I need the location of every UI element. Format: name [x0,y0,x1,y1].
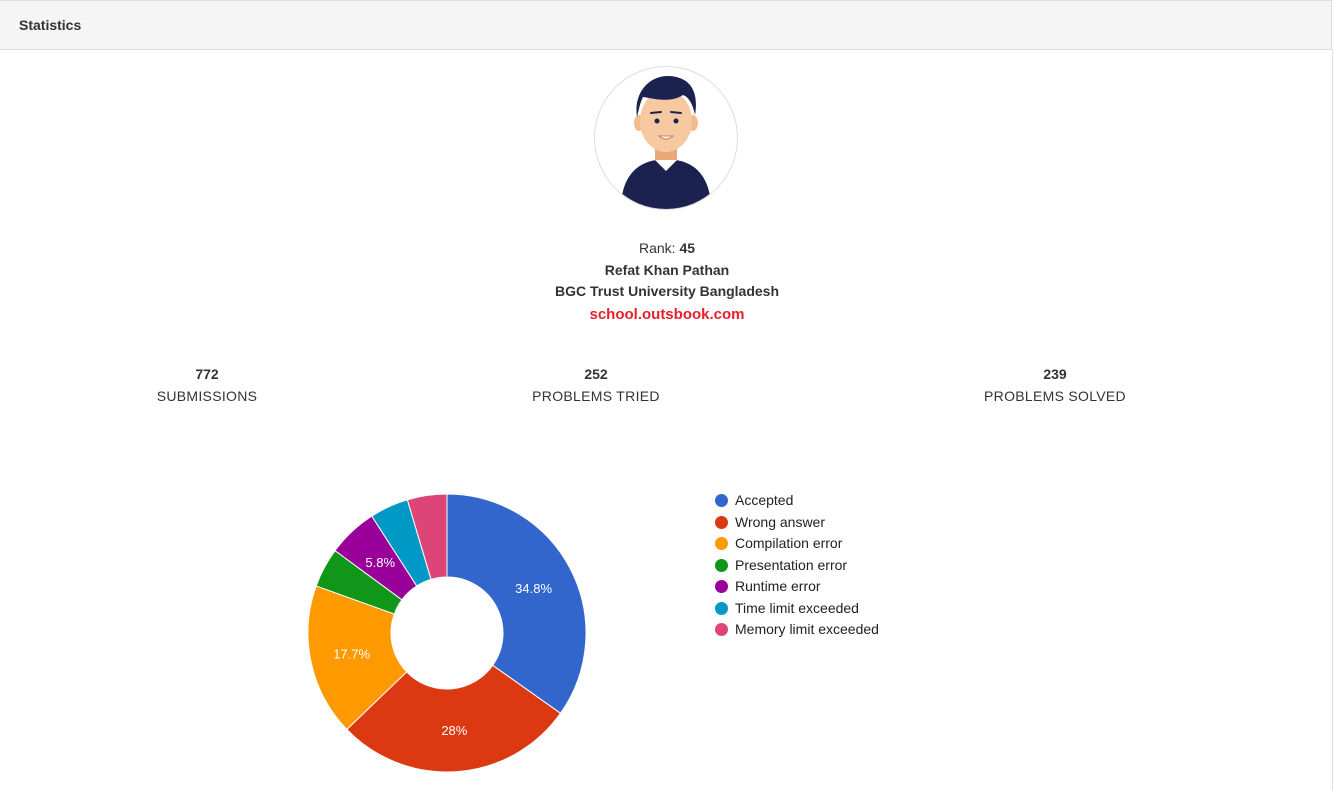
legend-item[interactable]: Time limit exceeded [715,598,879,620]
legend-dot-icon [715,580,728,594]
slice-accepted[interactable] [446,493,587,714]
rank-label: Rank: [638,240,676,256]
stat-problems-solved: 239 PROBLEMS SOLVED [905,366,1205,404]
user-university: BGC Trust University Bangladesh [554,283,780,299]
legend-label: Presentation error [735,556,848,573]
legend-dot-icon [715,558,728,572]
stat-submissions: 772 SUBMISSIONS [57,366,357,404]
legend-item[interactable]: Memory limit exceeded [715,619,879,641]
avatar [594,66,738,210]
legend-label: Memory limit exceeded [735,621,879,637]
slice-wrong-answer[interactable] [346,664,562,773]
legend-label: Accepted [735,492,794,508]
stat-label: PROBLEMS SOLVED [984,388,1126,404]
slice-label: 5.8% [365,555,395,570]
stat-label: PROBLEMS TRIED [532,388,660,404]
slice-label: 34.8% [515,581,552,596]
user-avatar-icon [621,75,711,209]
legend-item[interactable]: Runtime error [715,576,879,598]
slice-label: 28% [441,723,467,738]
watermark: school.outsbook.com [589,305,745,323]
panel-border [1332,50,1333,790]
rank-line: Rank: 45 [0,238,1334,260]
stat-value: 239 [1043,366,1067,382]
legend-dot-icon [715,601,728,615]
legend-label: Runtime error [735,578,821,594]
stat-label: SUBMISSIONS [156,388,258,404]
statistics-panel-header: Statistics [0,0,1332,50]
submission-verdict-donut-chart: 34.8% 28% 17.7% 5.8% [307,493,587,773]
chart-legend: Accepted Wrong answer Compilation error Pre… [715,490,879,641]
stat-problems-tried: 252 PROBLEMS TRIED [446,366,746,404]
rank-value: 45 [679,240,696,256]
legend-label: Time limit exceeded [735,599,859,616]
user-name: Refat Khan Pathan [604,261,730,278]
slice-label: 17.7% [333,646,370,661]
legend-dot-icon [715,537,728,551]
panel-title: Statistics [19,17,82,33]
legend-item[interactable]: Compilation error [715,533,879,555]
legend-label: Compilation error [735,535,843,551]
slice-memory-limit-exceeded[interactable] [406,493,448,580]
legend-dot-icon [715,494,728,508]
stat-value: 772 [195,366,219,382]
legend-dot-icon [715,623,728,637]
legend-item[interactable]: Wrong answer [715,512,879,534]
legend-dot-icon [715,515,728,529]
legend-item[interactable]: Accepted [715,490,879,512]
slice-compilation-error[interactable] [307,585,408,731]
stat-value: 252 [584,366,608,382]
legend-label: Wrong answer [735,513,826,530]
profile-info: Rank: 45 Refat Khan Pathan BGC Trust Uni… [0,238,1334,325]
legend-item[interactable]: Presentation error [715,555,879,577]
